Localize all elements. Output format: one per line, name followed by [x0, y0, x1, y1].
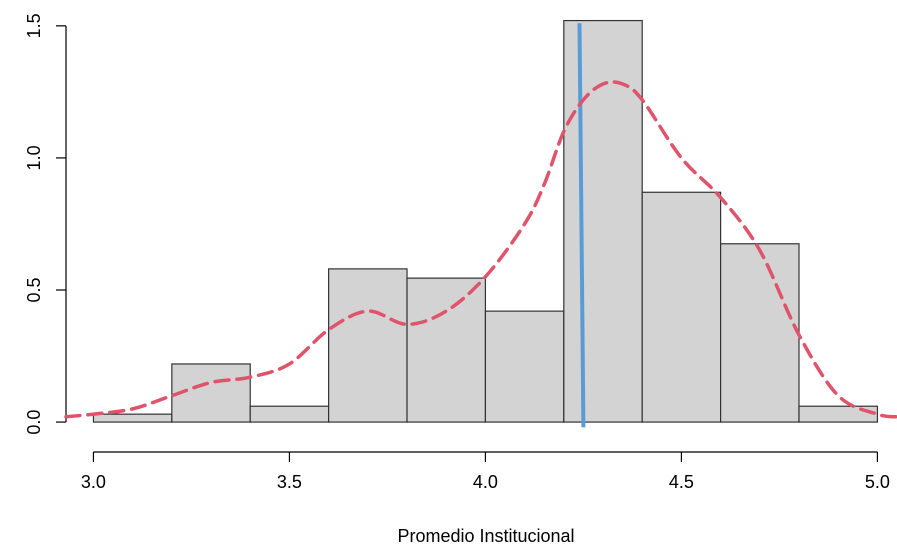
x-axis: 3.0 3.5 4.0 4.5 5.0: [81, 451, 890, 492]
x-tick-label-1: 3.0: [81, 472, 106, 492]
y-tick-label-4: 1.5: [24, 13, 44, 38]
x-tick-label-2: 3.5: [277, 472, 302, 492]
y-tick-label-3: 1.0: [24, 145, 44, 170]
histogram-bar-7: [563, 19, 643, 423]
y-axis: 0.0 0.5 1.0 1.5: [24, 13, 67, 435]
histogram-bar-5: [406, 277, 487, 423]
overlays: [64, 23, 897, 428]
x-axis-title: Promedio Institucional: [397, 526, 574, 546]
histogram-bar-8: [641, 191, 722, 423]
x-tick-label-4: 4.5: [669, 472, 694, 492]
density-curve: [64, 80, 897, 419]
y-tick-label-1: 0.0: [24, 410, 44, 435]
histogram-bar-2: [171, 363, 251, 423]
histogram-bar-4: [328, 268, 408, 423]
histogram-bar-1: [92, 413, 173, 423]
histogram-bar-9: [720, 243, 800, 423]
x-tick-label-5: 5.0: [865, 472, 890, 492]
histogram-bar-3: [249, 405, 330, 423]
histogram-bar-6: [484, 310, 565, 423]
y-tick-label-2: 0.5: [24, 277, 44, 302]
histogram-bar-10: [798, 405, 879, 423]
reference-vertical-line: [577, 23, 586, 428]
x-tick-label-3: 4.0: [473, 472, 498, 492]
histogram-bars: [92, 19, 879, 423]
